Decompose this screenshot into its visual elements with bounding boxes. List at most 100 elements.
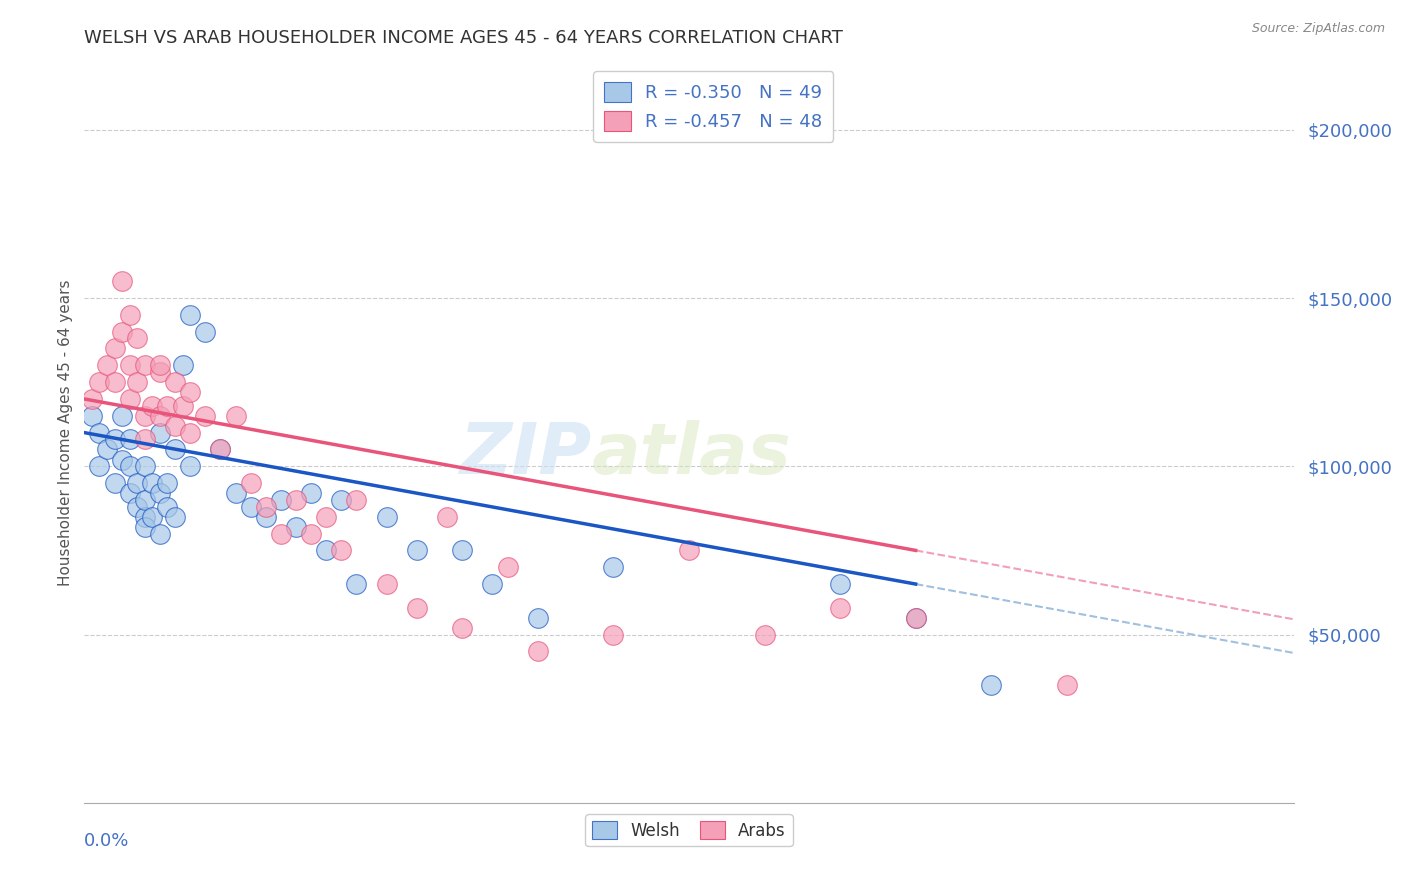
Point bbox=[111, 325, 134, 339]
Point bbox=[89, 425, 111, 440]
Point bbox=[127, 331, 149, 345]
Point bbox=[496, 560, 519, 574]
Point bbox=[134, 459, 156, 474]
Point bbox=[179, 308, 201, 322]
Point bbox=[270, 492, 292, 507]
Point bbox=[239, 476, 262, 491]
Point bbox=[156, 476, 179, 491]
Point bbox=[149, 359, 172, 373]
Point bbox=[315, 543, 337, 558]
Point bbox=[165, 509, 187, 524]
Point bbox=[149, 409, 172, 423]
Point bbox=[89, 375, 111, 389]
Point bbox=[602, 560, 624, 574]
Point bbox=[111, 409, 134, 423]
Point bbox=[134, 509, 156, 524]
Point bbox=[406, 543, 429, 558]
Point bbox=[104, 375, 127, 389]
Point bbox=[156, 399, 179, 413]
Point bbox=[285, 520, 308, 534]
Point bbox=[315, 509, 337, 524]
Point bbox=[118, 433, 141, 447]
Point bbox=[904, 610, 927, 624]
Text: atlas: atlas bbox=[592, 420, 792, 490]
Text: WELSH VS ARAB HOUSEHOLDER INCOME AGES 45 - 64 YEARS CORRELATION CHART: WELSH VS ARAB HOUSEHOLDER INCOME AGES 45… bbox=[84, 29, 844, 47]
Point bbox=[172, 399, 194, 413]
Point bbox=[451, 543, 474, 558]
Point bbox=[156, 500, 179, 514]
Point bbox=[179, 459, 201, 474]
Point bbox=[104, 476, 127, 491]
Point bbox=[134, 433, 156, 447]
Point bbox=[134, 359, 156, 373]
Point bbox=[141, 476, 163, 491]
Point bbox=[127, 375, 149, 389]
Point bbox=[149, 486, 172, 500]
Point bbox=[830, 577, 852, 591]
Point bbox=[96, 359, 118, 373]
Point bbox=[96, 442, 118, 457]
Point bbox=[104, 342, 127, 356]
Point bbox=[89, 459, 111, 474]
Point bbox=[149, 425, 172, 440]
Point bbox=[149, 365, 172, 379]
Point bbox=[285, 492, 308, 507]
Point bbox=[481, 577, 503, 591]
Point bbox=[141, 399, 163, 413]
Point bbox=[127, 500, 149, 514]
Point bbox=[127, 476, 149, 491]
Point bbox=[118, 308, 141, 322]
Point bbox=[111, 452, 134, 467]
Point bbox=[375, 509, 398, 524]
Point bbox=[209, 442, 232, 457]
Point bbox=[80, 392, 103, 406]
Point bbox=[225, 486, 247, 500]
Point bbox=[254, 509, 277, 524]
Text: Source: ZipAtlas.com: Source: ZipAtlas.com bbox=[1251, 22, 1385, 36]
Point bbox=[134, 492, 156, 507]
Point bbox=[239, 500, 262, 514]
Point bbox=[754, 627, 776, 641]
Y-axis label: Householder Income Ages 45 - 64 years: Householder Income Ages 45 - 64 years bbox=[58, 279, 73, 586]
Point bbox=[111, 274, 134, 288]
Point bbox=[346, 492, 368, 507]
Point bbox=[194, 409, 217, 423]
Point bbox=[134, 520, 156, 534]
Point bbox=[406, 600, 429, 615]
Point bbox=[80, 409, 103, 423]
Point bbox=[602, 627, 624, 641]
Point bbox=[904, 610, 927, 624]
Point bbox=[225, 409, 247, 423]
Point bbox=[375, 577, 398, 591]
Point bbox=[165, 418, 187, 433]
Point bbox=[194, 325, 217, 339]
Point bbox=[179, 425, 201, 440]
Point bbox=[104, 433, 127, 447]
Point bbox=[149, 526, 172, 541]
Point bbox=[527, 610, 550, 624]
Point bbox=[527, 644, 550, 658]
Point bbox=[330, 543, 353, 558]
Point bbox=[270, 526, 292, 541]
Point bbox=[299, 526, 322, 541]
Text: 0.0%: 0.0% bbox=[84, 832, 129, 850]
Point bbox=[830, 600, 852, 615]
Point bbox=[165, 375, 187, 389]
Point bbox=[118, 359, 141, 373]
Point bbox=[330, 492, 353, 507]
Point bbox=[254, 500, 277, 514]
Point bbox=[118, 486, 141, 500]
Point bbox=[209, 442, 232, 457]
Text: ZIP: ZIP bbox=[460, 420, 592, 490]
Point bbox=[172, 359, 194, 373]
Point bbox=[451, 621, 474, 635]
Point bbox=[346, 577, 368, 591]
Point bbox=[980, 678, 1002, 692]
Point bbox=[678, 543, 700, 558]
Point bbox=[118, 392, 141, 406]
Point bbox=[118, 459, 141, 474]
Legend: Welsh, Arabs: Welsh, Arabs bbox=[585, 814, 793, 847]
Point bbox=[1056, 678, 1078, 692]
Point bbox=[165, 442, 187, 457]
Point bbox=[179, 385, 201, 400]
